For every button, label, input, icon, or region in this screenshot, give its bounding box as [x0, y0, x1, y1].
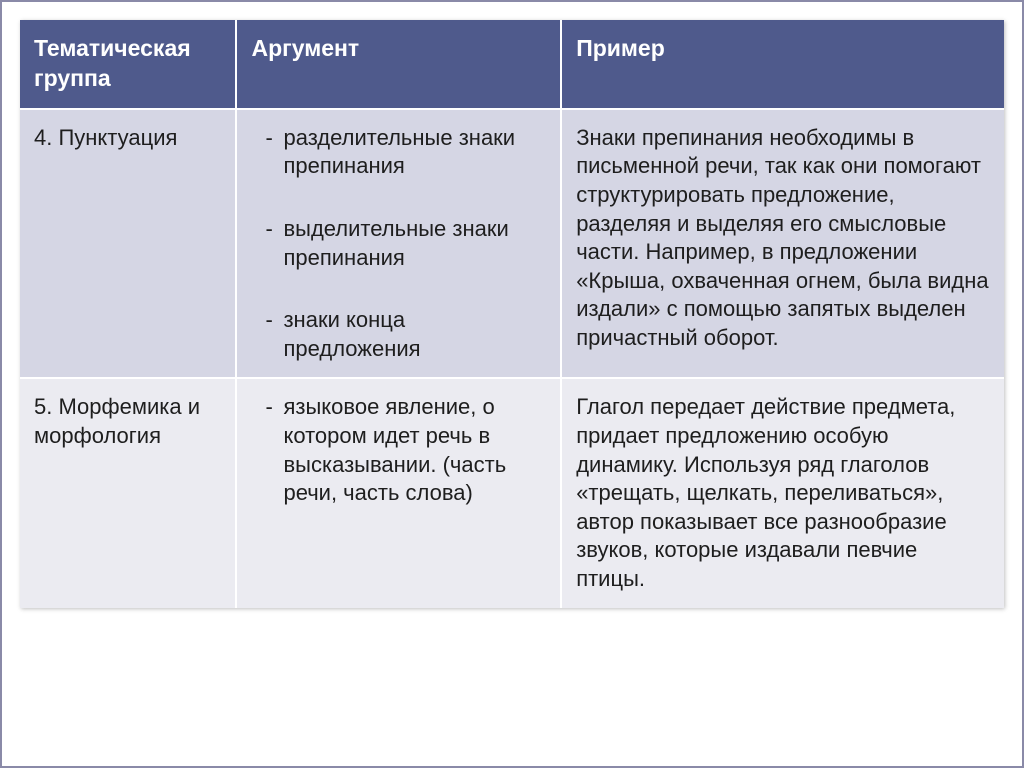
cell-argument: языковое явление, о котором идет речь в … — [236, 378, 561, 607]
header-argument: Аргумент — [236, 20, 561, 109]
header-example: Пример — [561, 20, 1004, 109]
cell-example: Глагол передает действие предмета, прида… — [561, 378, 1004, 607]
content-table: Тематическая группа Аргумент Пример 4. П… — [20, 20, 1004, 608]
argument-item: разделительные знаки препинания — [271, 124, 546, 181]
cell-topic: 5. Морфемика и морфология — [20, 378, 236, 607]
argument-list: разделительные знаки препинания — [251, 124, 546, 181]
argument-list: языковое явление, о котором идет речь в … — [251, 393, 546, 507]
argument-item: выделительные знаки препинания — [271, 215, 546, 272]
argument-item: знаки конца предложения — [271, 306, 546, 363]
table-header-row: Тематическая группа Аргумент Пример — [20, 20, 1004, 109]
argument-list: знаки конца предложения — [251, 306, 546, 363]
cell-argument: разделительные знаки препинания выделите… — [236, 109, 561, 379]
table-row: 5. Морфемика и морфология языковое явлен… — [20, 378, 1004, 607]
cell-topic: 4. Пунктуация — [20, 109, 236, 379]
argument-list: выделительные знаки препинания — [251, 215, 546, 272]
header-topic: Тематическая группа — [20, 20, 236, 109]
table-row: 4. Пунктуация разделительные знаки препи… — [20, 109, 1004, 379]
cell-example: Знаки препинания необходимы в письменной… — [561, 109, 1004, 379]
argument-item: языковое явление, о котором идет речь в … — [271, 393, 546, 507]
slide-frame: Тематическая группа Аргумент Пример 4. П… — [0, 0, 1024, 768]
